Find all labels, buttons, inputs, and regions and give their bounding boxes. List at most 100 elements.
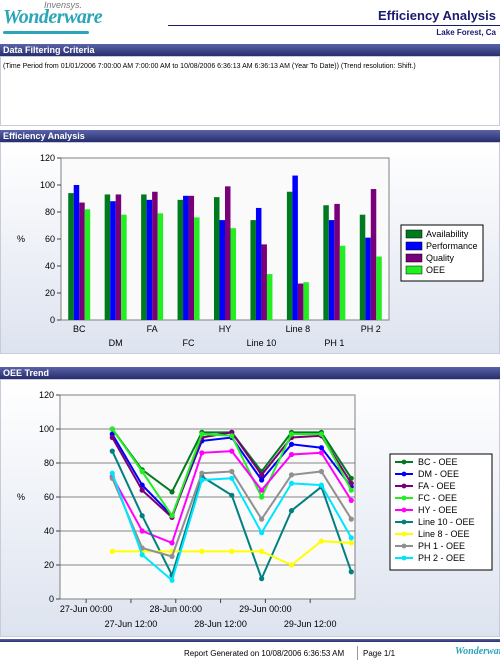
data-point — [199, 450, 205, 456]
legend-label: DM - OEE — [418, 469, 459, 479]
data-point — [318, 538, 324, 544]
brand-top-text: Invensys. — [44, 0, 83, 10]
data-point — [348, 540, 354, 546]
bar — [297, 283, 304, 320]
x-tick-label: 29-Jun 12:00 — [284, 619, 337, 629]
data-point — [259, 477, 265, 483]
bar — [104, 194, 111, 320]
x-tick-label: 27-Jun 12:00 — [105, 619, 158, 629]
bar — [121, 214, 127, 320]
data-point — [318, 468, 324, 475]
bar — [152, 191, 158, 320]
report-header: Invensys. Wonderware Efficiency Analysis… — [0, 0, 500, 44]
bar — [303, 282, 309, 320]
y-tick-label: 100 — [39, 424, 54, 434]
data-point — [139, 528, 145, 534]
y-tick-label: 20 — [44, 560, 54, 570]
data-point — [348, 569, 354, 575]
bar — [255, 207, 262, 320]
report-location: Lake Forest, Ca — [436, 28, 496, 37]
data-point — [259, 487, 265, 493]
bar — [177, 199, 184, 320]
legend-marker — [401, 471, 407, 477]
bar — [225, 186, 231, 320]
legend-label: Line 8 - OEE — [418, 529, 470, 539]
x-tick-label: HY — [219, 324, 232, 334]
legend-marker — [401, 483, 407, 489]
data-point — [199, 548, 205, 554]
data-point — [259, 472, 265, 478]
data-point — [169, 553, 175, 560]
legend-marker — [401, 507, 407, 513]
legend-label: PH 2 - OEE — [418, 553, 465, 563]
data-point — [229, 548, 235, 554]
data-point — [288, 472, 295, 478]
bar — [261, 244, 267, 320]
legend-marker — [401, 543, 407, 549]
data-point — [348, 497, 354, 503]
legend-label: OEE — [426, 265, 445, 275]
y-tick-label: 80 — [45, 207, 55, 217]
bar — [339, 245, 346, 320]
bar — [110, 201, 116, 320]
data-point — [259, 548, 265, 554]
data-point — [229, 468, 235, 475]
data-point — [348, 487, 354, 493]
legend-marker — [401, 531, 407, 537]
bar — [359, 214, 366, 320]
bar — [79, 202, 85, 320]
data-point — [229, 475, 235, 481]
footer-logo: Wonderware — [455, 646, 500, 657]
legend-marker — [401, 495, 407, 501]
y-tick-label: 60 — [45, 234, 55, 244]
bar — [183, 195, 189, 320]
x-tick-label: 27-Jun 00:00 — [60, 604, 113, 614]
bar — [146, 199, 153, 320]
data-point — [139, 513, 145, 519]
data-point — [288, 431, 295, 437]
data-point — [109, 434, 115, 441]
legend-marker — [401, 555, 407, 561]
data-point — [169, 489, 175, 495]
bar — [334, 203, 340, 320]
title-divider — [168, 25, 500, 26]
x-tick-label: PH 1 — [324, 338, 344, 348]
efficiency-panel: 0 20 40 60 80 100 120% BC DM FA FC HY Line 10 Line 8 P… — [0, 142, 500, 354]
y-tick-label: 120 — [39, 390, 54, 400]
legend-label: FC - OEE — [418, 493, 457, 503]
legend-label: Availability — [426, 229, 469, 239]
y-tick-label: 120 — [40, 153, 55, 163]
data-point — [259, 494, 265, 500]
data-point — [109, 548, 115, 554]
bar — [292, 175, 298, 320]
data-point — [169, 513, 175, 519]
y-tick-label: 20 — [45, 288, 55, 298]
oee-trend-chart: 0 20 40 60 80 100 120% 27-Jun 00:00 27-Jun 12:00… — [17, 390, 493, 629]
bar — [115, 194, 122, 320]
x-tick-label: Line 10 — [247, 338, 277, 348]
data-point — [199, 470, 205, 476]
efficiency-bar-chart: 0 20 40 60 80 100 120% BC DM FA FC HY Line 10 Line 8 P… — [17, 153, 484, 348]
legend-label: FA - OEE — [418, 481, 456, 491]
section-bar-efficiency: Efficiency Analysis — [0, 130, 500, 142]
section-bar-oee: OEE Trend — [0, 367, 500, 379]
bar — [68, 193, 74, 320]
data-point — [318, 482, 324, 488]
data-point — [288, 441, 295, 447]
filter-criteria-text: (Time Period from 01/01/2006 7:00:00 AM … — [3, 63, 416, 70]
data-point — [259, 576, 265, 582]
data-point — [348, 516, 354, 522]
y-tick-label: 0 — [49, 594, 54, 604]
legend-marker — [401, 459, 407, 465]
data-point — [348, 480, 354, 486]
data-point — [259, 530, 265, 536]
bar — [328, 220, 335, 320]
x-tick-label: PH 2 — [361, 324, 381, 334]
data-point — [169, 577, 175, 583]
legend-swatch — [405, 241, 423, 251]
legend-marker — [401, 519, 407, 525]
legend-label: BC - OEE — [418, 457, 458, 467]
data-point — [169, 540, 175, 546]
bar — [370, 189, 377, 320]
y-tick-label: 100 — [40, 180, 55, 190]
